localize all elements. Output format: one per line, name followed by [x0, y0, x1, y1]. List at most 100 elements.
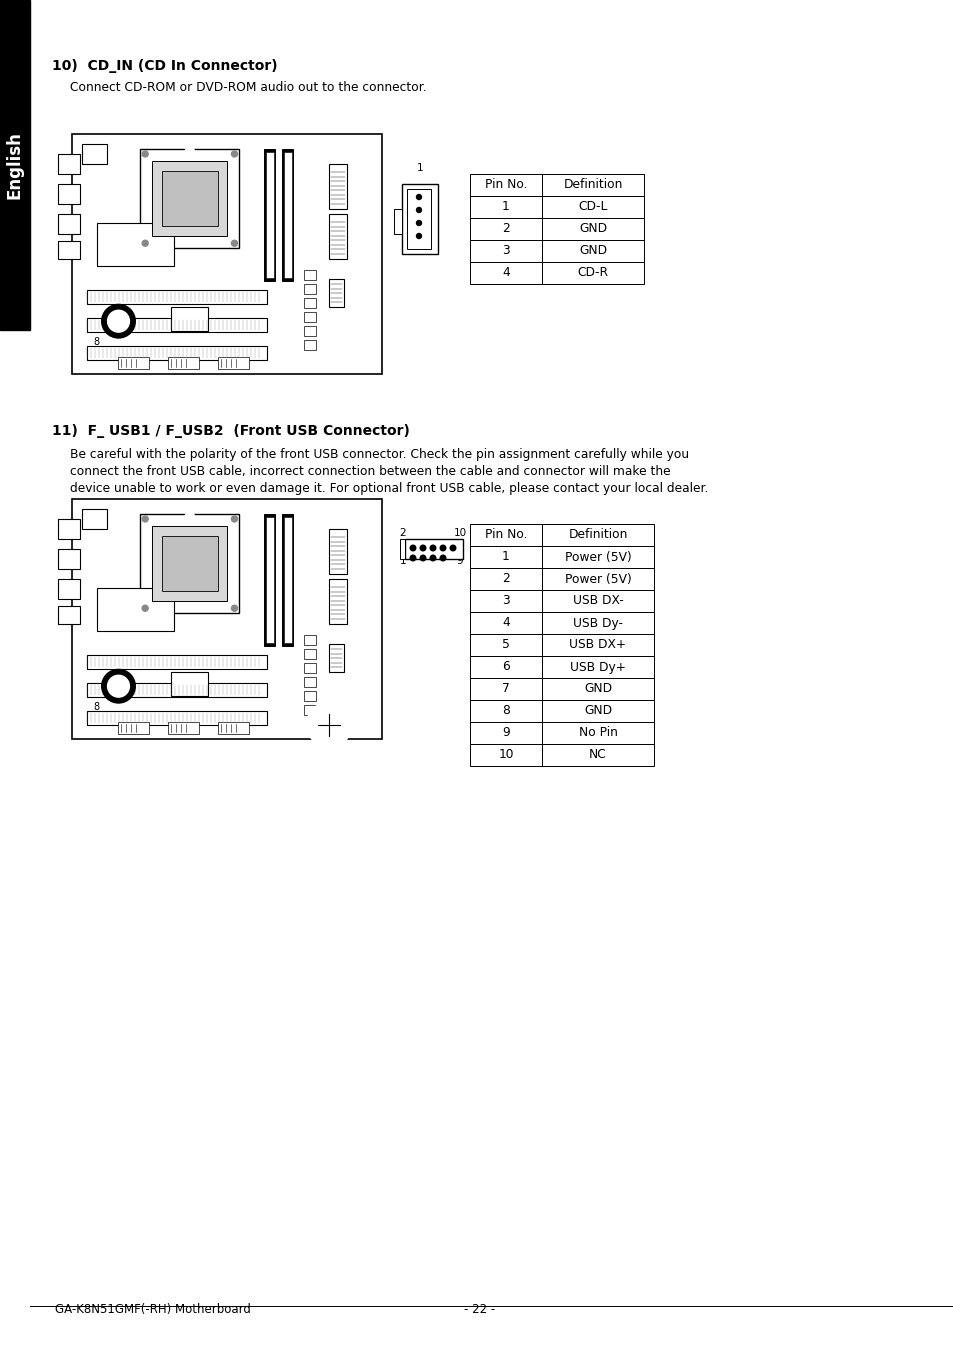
- Circle shape: [185, 148, 194, 157]
- Bar: [470, 240, 541, 263]
- Circle shape: [232, 240, 237, 246]
- Bar: [140, 515, 239, 613]
- Bar: [394, 209, 401, 234]
- Text: No Pin: No Pin: [578, 727, 617, 739]
- Circle shape: [102, 669, 135, 703]
- Text: 2: 2: [501, 222, 509, 236]
- Circle shape: [142, 150, 148, 157]
- Bar: [88, 318, 267, 332]
- Circle shape: [416, 221, 421, 226]
- Circle shape: [142, 516, 148, 521]
- Bar: [470, 743, 541, 766]
- Bar: [168, 722, 199, 734]
- Bar: [82, 144, 107, 164]
- Bar: [470, 700, 541, 722]
- Bar: [470, 722, 541, 743]
- Bar: [171, 307, 208, 330]
- Bar: [399, 539, 405, 559]
- Text: GND: GND: [583, 704, 612, 718]
- Bar: [88, 682, 267, 697]
- Text: 10: 10: [497, 749, 514, 761]
- Text: English: English: [6, 131, 24, 199]
- Circle shape: [416, 195, 421, 199]
- Bar: [58, 548, 80, 569]
- Text: 5: 5: [501, 639, 510, 651]
- Bar: [88, 347, 267, 360]
- Bar: [541, 218, 643, 240]
- Text: USB DX+: USB DX+: [569, 639, 626, 651]
- Bar: [470, 612, 541, 634]
- Bar: [470, 218, 541, 240]
- Bar: [329, 214, 347, 259]
- Bar: [217, 722, 249, 734]
- Circle shape: [419, 555, 425, 561]
- Text: 7: 7: [501, 682, 509, 696]
- Text: USB Dy-: USB Dy-: [573, 616, 622, 630]
- Bar: [541, 722, 654, 743]
- Bar: [58, 580, 80, 598]
- Text: 4: 4: [501, 267, 509, 279]
- Bar: [304, 663, 316, 673]
- Bar: [58, 184, 80, 204]
- Bar: [304, 269, 316, 280]
- Circle shape: [232, 516, 237, 521]
- Circle shape: [416, 207, 421, 213]
- Bar: [88, 290, 267, 305]
- Circle shape: [430, 555, 436, 561]
- Bar: [58, 607, 80, 624]
- Bar: [304, 691, 316, 701]
- Circle shape: [439, 555, 445, 561]
- Circle shape: [430, 546, 436, 551]
- Circle shape: [450, 546, 456, 551]
- Bar: [541, 678, 654, 700]
- Bar: [329, 645, 344, 672]
- Text: CD-R: CD-R: [577, 267, 608, 279]
- Bar: [282, 149, 293, 282]
- Bar: [329, 164, 347, 209]
- Text: - 22 -: - 22 -: [464, 1303, 496, 1316]
- Bar: [470, 567, 541, 590]
- Text: CD-L: CD-L: [578, 200, 607, 214]
- Bar: [71, 500, 381, 739]
- Bar: [329, 580, 347, 624]
- Bar: [0, 0, 30, 330]
- Bar: [304, 340, 316, 349]
- Text: Be careful with the polarity of the front USB connector. Check the pin assignmen: Be careful with the polarity of the fron…: [70, 448, 688, 460]
- Text: 11)  F_ USB1 / F_USB2  (Front USB Connector): 11) F_ USB1 / F_USB2 (Front USB Connecto…: [52, 424, 410, 437]
- Bar: [118, 722, 150, 734]
- Bar: [171, 672, 208, 696]
- Bar: [162, 536, 217, 592]
- Bar: [304, 326, 316, 336]
- Bar: [217, 357, 249, 370]
- Text: Pin No.: Pin No.: [484, 179, 527, 191]
- Bar: [168, 357, 199, 370]
- Bar: [304, 311, 316, 322]
- Text: Definition: Definition: [568, 528, 627, 542]
- Bar: [541, 634, 654, 655]
- Bar: [541, 175, 643, 196]
- Bar: [266, 152, 274, 278]
- Bar: [470, 634, 541, 655]
- Text: 1: 1: [399, 556, 406, 566]
- Bar: [541, 567, 654, 590]
- Bar: [266, 517, 274, 643]
- Bar: [541, 263, 643, 284]
- Text: GA-K8N51GMF(-RH) Motherboard: GA-K8N51GMF(-RH) Motherboard: [55, 1303, 251, 1316]
- Text: 10: 10: [453, 528, 466, 538]
- Bar: [329, 529, 347, 574]
- Circle shape: [142, 240, 148, 246]
- Circle shape: [410, 546, 416, 551]
- Bar: [470, 524, 541, 546]
- Bar: [118, 357, 150, 370]
- Text: 2: 2: [399, 528, 406, 538]
- Bar: [407, 190, 431, 249]
- Bar: [470, 263, 541, 284]
- Bar: [88, 655, 267, 669]
- Bar: [58, 214, 80, 234]
- Bar: [304, 649, 316, 659]
- Bar: [304, 705, 316, 715]
- Circle shape: [232, 150, 237, 157]
- Text: 8: 8: [501, 704, 510, 718]
- Bar: [541, 612, 654, 634]
- Circle shape: [142, 605, 148, 611]
